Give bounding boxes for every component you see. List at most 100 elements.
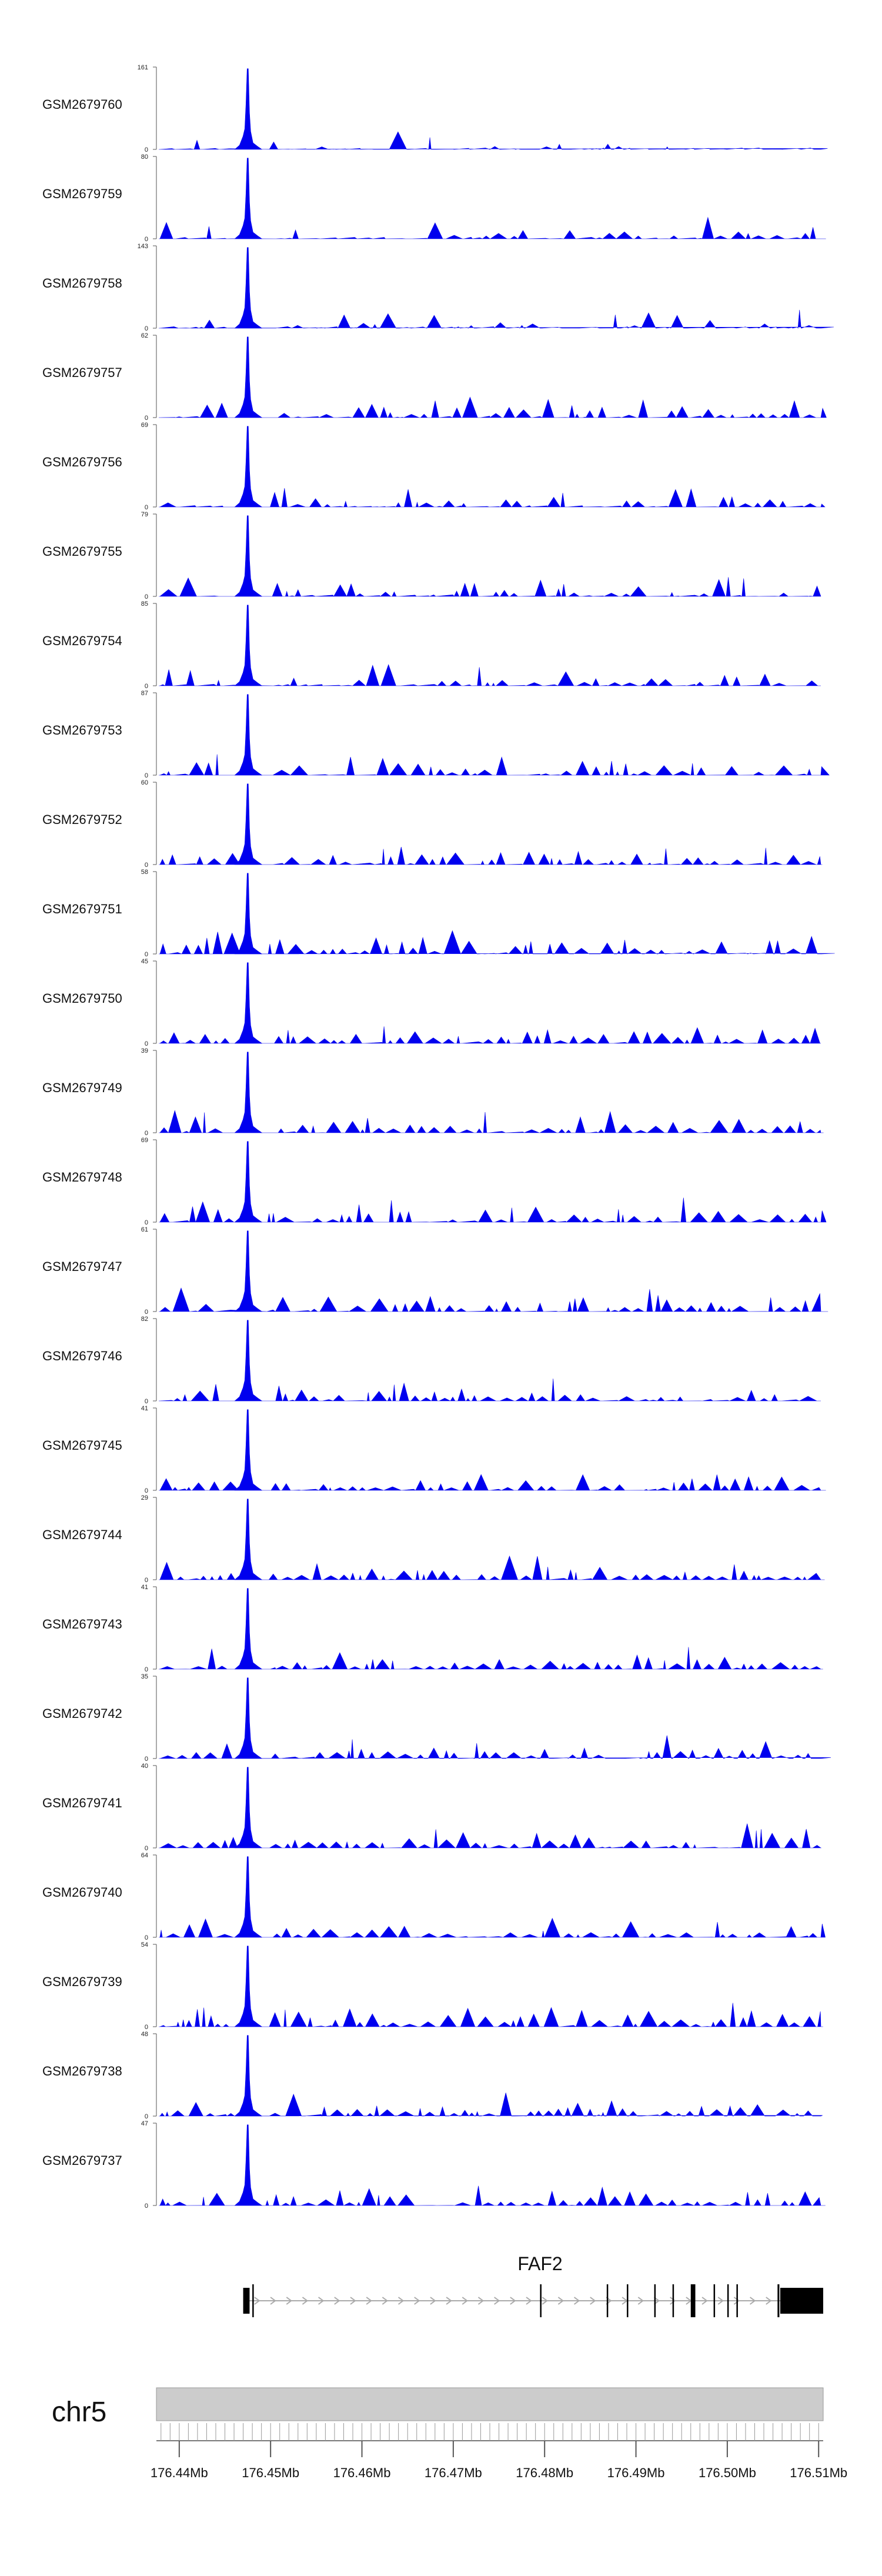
coverage-peak [234, 1588, 263, 1670]
strand-arrow-icon [318, 2297, 325, 2305]
coverage-peak [234, 247, 263, 329]
track-ymin-label: 0 [145, 1577, 148, 1584]
track-ymax-label: 87 [141, 690, 148, 697]
track-label: GSM2679750 [42, 991, 122, 1006]
coverage-peak [234, 694, 263, 776]
coverage-background [159, 664, 821, 686]
track-GSM2679757: GSM2679757 62 0 [42, 332, 827, 422]
coverage-background [158, 2093, 823, 2117]
gene-exon [727, 2284, 729, 2317]
strand-arrow-icon [334, 2297, 340, 2305]
track-ymin-label: 0 [145, 504, 148, 511]
track-ymin-label: 0 [145, 1756, 148, 1763]
coverage-peak [234, 1052, 263, 1133]
track-ymin-label: 0 [145, 1666, 148, 1673]
strand-arrow-icon [366, 2297, 372, 2305]
coverage-background [158, 1735, 831, 1759]
track-ymax-label: 29 [141, 1494, 148, 1501]
gene-exon [690, 2284, 696, 2317]
strand-arrow-icon [430, 2297, 436, 2305]
track-GSM2679753: GSM2679753 87 0 [42, 690, 830, 779]
coverage-background [159, 488, 826, 508]
strand-arrow-icon [254, 2297, 260, 2305]
track-GSM2679760: GSM2679760 161 0 [42, 64, 828, 154]
track-ymin-label: 0 [145, 2024, 148, 2031]
coverage-peak [234, 1677, 263, 1759]
track-label: GSM2679737 [42, 2153, 122, 2168]
strand-arrow-icon [573, 2297, 580, 2305]
strand-arrow-icon [477, 2297, 485, 2305]
track-label: GSM2679760 [42, 97, 122, 112]
track-label: GSM2679742 [42, 1706, 122, 1721]
gene-exon [654, 2284, 656, 2317]
track-ymax-label: 47 [141, 2120, 148, 2127]
chromosome-ideogram [156, 2387, 824, 2421]
track-ymin-label: 0 [145, 236, 148, 243]
track-label: GSM2679753 [42, 723, 122, 738]
coverage-peak [234, 1230, 263, 1312]
track-ymin-label: 0 [145, 415, 148, 422]
strand-arrow-icon [750, 2297, 756, 2305]
gene-exon [736, 2284, 738, 2317]
track-GSM2679747: GSM2679747 61 0 [42, 1226, 828, 1316]
track-ymin-label: 0 [145, 325, 148, 332]
track-label: GSM2679747 [42, 1259, 122, 1274]
coverage-background [159, 1287, 828, 1312]
gene-exon [540, 2284, 542, 2317]
track-label: GSM2679744 [42, 1527, 122, 1542]
strand-arrow-icon [446, 2297, 452, 2305]
strand-arrow-icon [637, 2297, 644, 2305]
track-ymax-label: 80 [141, 154, 148, 161]
track-ymin-label: 0 [145, 146, 148, 154]
track-label: GSM2679756 [42, 455, 122, 469]
strand-arrow-icon [510, 2297, 516, 2305]
strand-arrow-icon [526, 2297, 532, 2305]
track-ymin-label: 0 [145, 1219, 148, 1226]
track-ymin-label: 0 [145, 683, 148, 690]
track-ymax-label: 54 [141, 1941, 148, 1948]
coverage-peak [234, 1946, 263, 2027]
track-GSM2679759: GSM2679759 80 0 [42, 154, 826, 243]
track-GSM2679756: GSM2679756 69 0 [42, 422, 826, 511]
track-ymax-label: 64 [141, 1852, 148, 1859]
strand-arrow-icon [590, 2297, 596, 2305]
track-GSM2679739: GSM2679739 54 0 [42, 1941, 823, 2031]
strand-arrow-icon [670, 2297, 676, 2305]
track-ymin-label: 0 [145, 1845, 148, 1852]
track-label: GSM2679743 [42, 1617, 122, 1631]
track-ymin-label: 0 [145, 1487, 148, 1494]
strand-arrow-icon [542, 2297, 548, 2305]
coverage-background [159, 1474, 826, 1491]
gene-exon [777, 2284, 780, 2317]
track-ymin-label: 0 [145, 862, 148, 869]
coverage-peak [234, 1141, 263, 1223]
coverage-background [159, 2003, 823, 2027]
track-ymin-label: 0 [145, 772, 148, 779]
track-ymin-label: 0 [145, 1398, 148, 1405]
gene-exon [627, 2284, 629, 2317]
coverage-peak [234, 336, 263, 418]
track-ymax-label: 45 [141, 958, 148, 965]
coverage-background [159, 1823, 821, 1848]
coverage-peak [234, 605, 263, 686]
strand-arrow-icon [397, 2297, 405, 2305]
coverage-peak [234, 1409, 263, 1491]
coverage-background [158, 309, 834, 329]
strand-arrow-icon [302, 2297, 309, 2305]
track-ymin-label: 0 [145, 1040, 148, 1047]
track-label: GSM2679758 [42, 276, 122, 291]
coverage-background [159, 2185, 826, 2206]
coverage-background [158, 930, 835, 955]
track-GSM2679754: GSM2679754 85 0 [42, 600, 821, 690]
track-GSM2679751: GSM2679751 58 0 [42, 869, 835, 958]
coverage-background [159, 216, 826, 239]
track-ymax-label: 143 [138, 243, 148, 250]
strand-arrow-icon [557, 2297, 564, 2305]
gene-model-track: FAF2 [243, 2253, 823, 2317]
coverage-background [159, 1197, 827, 1223]
strand-arrow-icon [414, 2297, 420, 2305]
coverage-tracks: GSM26797601610GSM2679759800GSM2679758143… [42, 64, 835, 2210]
coverage-peak [234, 1499, 263, 1580]
strand-arrow-icon [766, 2297, 772, 2305]
